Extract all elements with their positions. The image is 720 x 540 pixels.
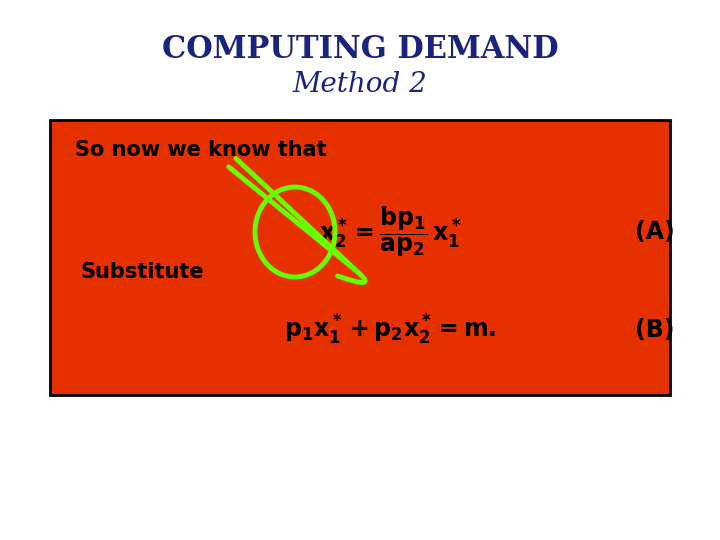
Text: COMPUTING DEMAND: COMPUTING DEMAND (162, 35, 558, 65)
Text: (A): (A) (635, 220, 675, 244)
Text: (B): (B) (635, 318, 675, 342)
Text: $\mathbf{x_2^* = \dfrac{bp_1}{ap_2}\,x_1^*}$: $\mathbf{x_2^* = \dfrac{bp_1}{ap_2}\,x_1… (319, 205, 462, 259)
Text: Substitute: Substitute (80, 262, 204, 282)
Text: $\mathbf{p_1 x_1^* + p_2 x_2^* = m.}$: $\mathbf{p_1 x_1^* + p_2 x_2^* = m.}$ (284, 313, 496, 347)
Bar (50, 120, 670, 395)
Text: Method 2: Method 2 (292, 71, 428, 98)
Text: So now we know that: So now we know that (75, 140, 327, 160)
